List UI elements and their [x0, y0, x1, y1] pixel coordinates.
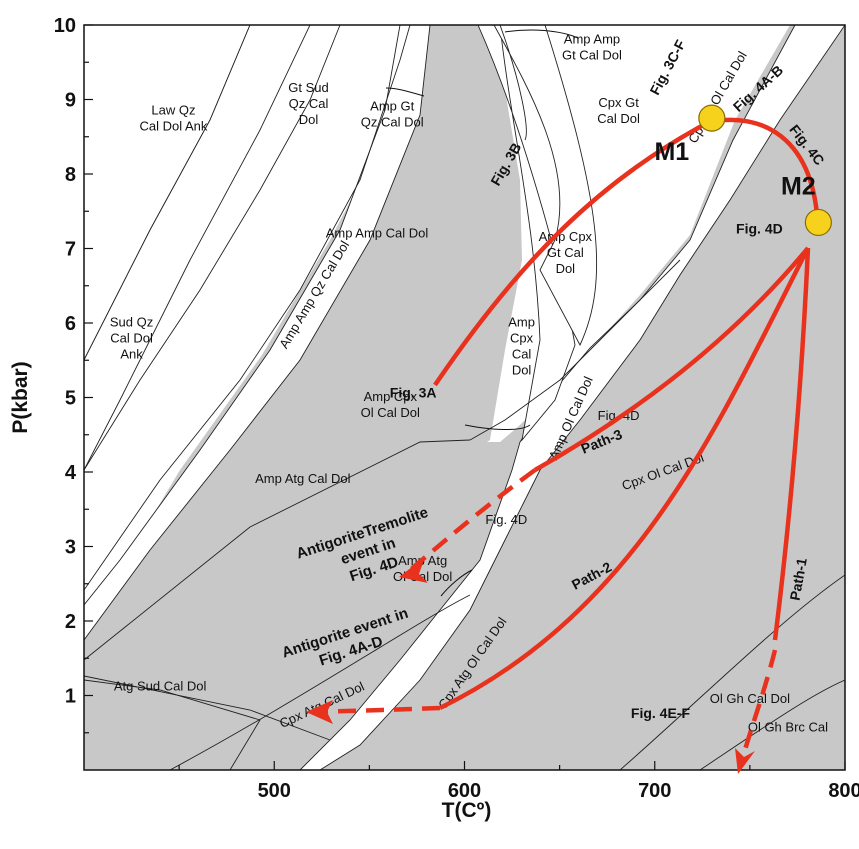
x-tick-label: 500 — [258, 780, 291, 802]
field-label-line: Amp Gt — [370, 99, 414, 114]
field-white-amp-qz — [84, 25, 431, 641]
pt-paths-group — [306, 117, 821, 774]
field-label-line: Amp Atg Cal Dol — [255, 471, 350, 486]
y-tick-label: 1 — [65, 686, 76, 708]
pt-path-1-dashed — [739, 649, 778, 761]
field-label-line: Amp Amp — [564, 32, 620, 47]
x-tick-label: 700 — [638, 780, 671, 802]
field-label-line: Dol — [299, 112, 319, 127]
arrow-amp-atg-ol — [440, 569, 473, 597]
field-label-line: Qz Cal Dol — [361, 115, 424, 130]
line-amp-atg — [84, 439, 471, 661]
point-label-m1: M1 — [654, 138, 689, 166]
field-label-line: Atg Sud Cal Dol — [114, 678, 207, 693]
x-tick-label: 600 — [448, 780, 481, 802]
field-label-line: Cpx Gt — [598, 95, 639, 110]
field-label: Cpx Gt Cal Dol — [597, 95, 640, 126]
field-label: Amp Cpx Cal Dol — [508, 315, 535, 378]
field-label: Amp Gt Qz Cal Dol — [361, 99, 424, 130]
field-white-corridor — [299, 25, 845, 770]
field-label-line: Cal Dol — [110, 331, 153, 346]
field-label-line: Cpx — [510, 331, 534, 346]
field-label-line: Cal Dol Ank — [139, 118, 207, 133]
field-shaded-low — [84, 442, 512, 770]
y-tick-label: 2 — [65, 611, 76, 633]
y-tick-label: 8 — [65, 164, 76, 186]
field-label-line: Ank — [120, 347, 143, 362]
field-label-line: Qz Cal — [289, 96, 329, 111]
field-label: Amp Cpx Ol Cal Dol — [361, 389, 420, 420]
field-label-line: Amp Amp Cal Dol — [326, 225, 429, 240]
field-label-line: Gt Cal Dol — [562, 48, 622, 63]
field-label: Amp Amp Gt Cal Dol — [562, 32, 622, 63]
arrow-amp-gt-qz — [385, 87, 425, 97]
figure-label: Fig. 4E-F — [631, 705, 691, 721]
field-label: Gt Sud Qz Cal Dol — [288, 80, 328, 127]
x-tick-label: 800 — [828, 780, 859, 802]
field-label-line: Amp Cpx — [364, 389, 418, 404]
field-label-line: Dol — [512, 363, 532, 378]
field-label: Amp Atg Cal Dol — [255, 471, 350, 486]
figure-label: Fig. 4D — [736, 221, 783, 237]
field-label-line: Gt Sud — [288, 80, 328, 95]
field-label: Atg Sud Cal Dol — [114, 678, 207, 693]
y-tick-label: 5 — [65, 388, 76, 410]
line-sud-law — [84, 25, 341, 471]
field-label: Amp Amp Cal Dol — [326, 225, 429, 240]
line-ol-gh-1 — [619, 574, 845, 770]
arrowhead-path-1 — [735, 748, 755, 774]
pt-path-3 — [533, 246, 810, 472]
field-label-line: Sud Qz — [110, 315, 153, 330]
field-label-line: Cal — [512, 347, 532, 362]
line-amp-qz — [84, 25, 411, 591]
y-tick-label: 6 — [65, 313, 76, 335]
x-axis-label: T(Cº) — [442, 799, 492, 822]
arrowhead-path-2 — [306, 700, 333, 724]
line-atg-sud — [84, 675, 331, 741]
arrowhead-path-3 — [399, 557, 428, 583]
y-tick-label: 10 — [54, 15, 76, 37]
pt-path-2 — [439, 246, 811, 711]
field-label: Fig. 4D — [485, 512, 527, 527]
field-label: Sud Qz Cal Dol Ank — [110, 315, 153, 362]
y-axis-label: P(kbar) — [9, 361, 32, 433]
pt-path-1 — [772, 247, 811, 641]
point-m2 — [804, 208, 832, 237]
line-ol-gh-2 — [699, 679, 845, 770]
field-label-line: Gt Cal — [547, 245, 584, 260]
field-label-line: Fig. 4D — [485, 512, 527, 527]
point-m1 — [698, 104, 726, 132]
y-tick-label: 4 — [65, 462, 77, 484]
pt-path-prograde — [433, 117, 821, 387]
y-tick-label: 9 — [65, 90, 76, 112]
field-white-lens — [493, 25, 598, 347]
y-tick-label: 3 — [65, 537, 76, 559]
line-amp-ol — [469, 259, 681, 441]
field-label: Ol Gh Cal Dol — [710, 691, 790, 706]
path-label: Path-1 — [787, 556, 810, 601]
field-label-line: Dol — [556, 261, 576, 276]
fields-group — [84, 25, 845, 770]
figure-label: Fig. 3A — [390, 385, 437, 401]
line-cpx-atg — [169, 594, 471, 770]
field-label-line: Law Qz — [151, 102, 195, 117]
arrow-amp-cpx-ol — [464, 424, 531, 431]
arrow-amp-amp-gt — [504, 29, 579, 39]
y-tick-label: 7 — [65, 239, 76, 261]
field-label-line: Cal Dol — [597, 111, 640, 126]
field-white-center — [477, 25, 576, 442]
field-label-line: Amp — [508, 315, 535, 330]
field-white-sud — [84, 25, 311, 471]
field-label-line: Ol Gh Brc Cal — [748, 719, 828, 734]
field-label-line: Ol Gh Cal Dol — [710, 691, 790, 706]
field-label: Ol Gh Brc Cal — [748, 719, 828, 734]
field-label: Law Qz Cal Dol Ank — [139, 102, 207, 133]
field-label-line: Ol Cal Dol — [361, 405, 420, 420]
line-amp-gt — [499, 25, 527, 141]
field-atg-sud — [84, 679, 261, 770]
point-label-m2: M2 — [781, 172, 816, 200]
